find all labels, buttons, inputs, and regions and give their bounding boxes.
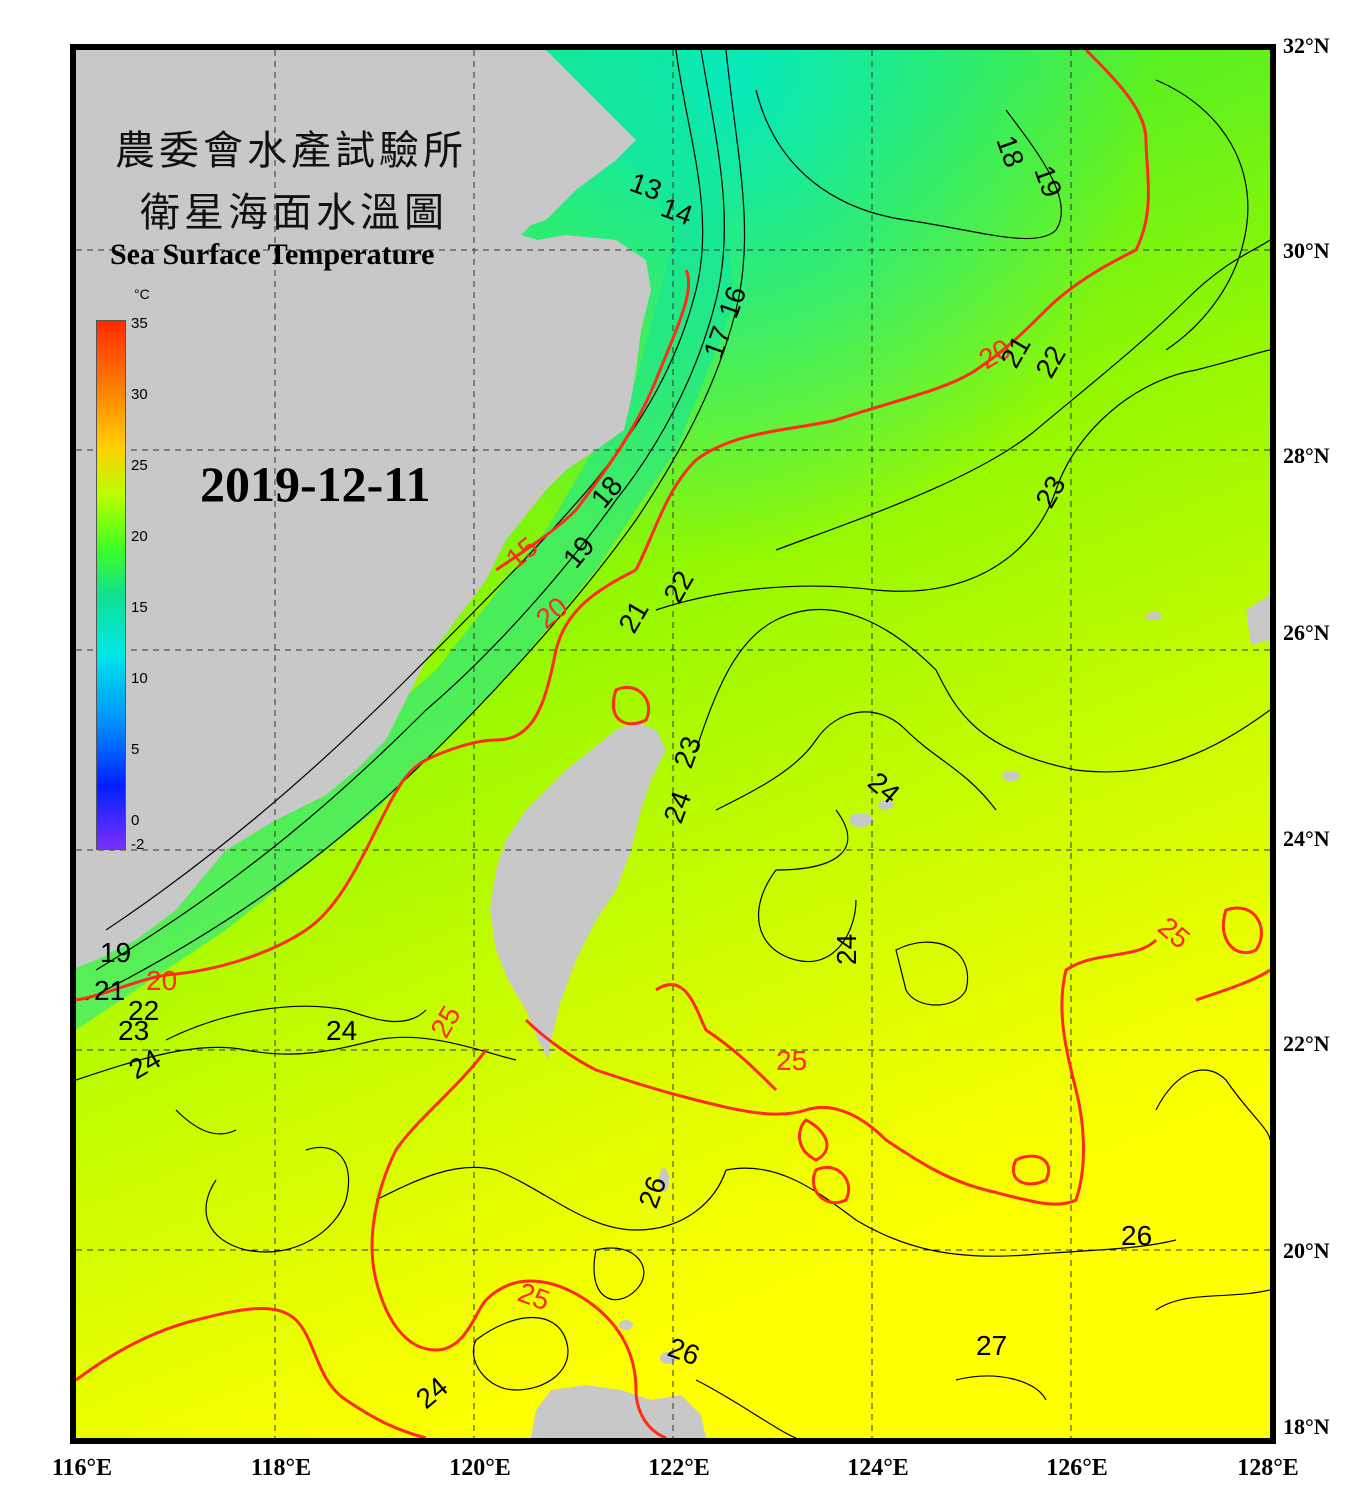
- colorbar-tick: 20: [131, 528, 148, 545]
- title-chinese-line2-overlay: 衛星海面水溫圖: [140, 190, 448, 236]
- map-date: 2019-12-11: [200, 456, 431, 512]
- land-luzon: [531, 1385, 706, 1438]
- lat-label: 26°N: [1283, 620, 1330, 645]
- isotherm-label-black: 27: [976, 1330, 1007, 1361]
- land-island-batanes: [659, 1168, 669, 1192]
- colorbar-tick: 5: [131, 741, 140, 758]
- land-ryukyu-east: [1246, 595, 1270, 645]
- colorbar-unit: °C: [134, 286, 150, 302]
- lat-label: 20°N: [1283, 1238, 1330, 1263]
- land-island-calayan: [619, 1320, 633, 1330]
- isotherm-label-black: 26: [1121, 1220, 1152, 1251]
- colorbar: [96, 320, 126, 850]
- land-china-mainland: [76, 50, 651, 968]
- isotherm-label-black: 24: [326, 1015, 357, 1046]
- title-chinese-line1-overlay: 農委會水產試驗所: [115, 128, 467, 174]
- sst-map-canvas: 20 15 20 20 25 25 25 25 13 14 18 19 21 2…: [76, 50, 1270, 1438]
- lon-label: 126°E: [1046, 1455, 1108, 1481]
- land-taiwan: [490, 722, 666, 1060]
- sst-map: 20 15 20 20 25 25 25 25 13 14 18 19 21 2…: [70, 44, 1276, 1444]
- colorbar-tick: 25: [131, 457, 148, 474]
- colorbar-tick: 35: [131, 315, 148, 332]
- isotherm-label-red: 25: [776, 1045, 807, 1076]
- lon-label: 128°E: [1237, 1455, 1299, 1481]
- land-island-iriomote: [878, 800, 894, 810]
- colorbar-tick: 10: [131, 670, 148, 687]
- isotherms-major: [76, 50, 1270, 1438]
- colorbar-tick: -2: [131, 836, 145, 853]
- lat-label: 18°N: [1283, 1414, 1330, 1439]
- colorbar-tick: 30: [131, 386, 148, 403]
- lon-label: 122°E: [648, 1455, 710, 1481]
- lat-label: 30°N: [1283, 238, 1330, 263]
- land-island-small: [1146, 612, 1162, 620]
- lat-label: 24°N: [1283, 826, 1330, 851]
- colorbar-tick: 15: [131, 599, 148, 616]
- lat-label: 22°N: [1283, 1031, 1330, 1056]
- land-island-yaeyama: [849, 813, 873, 827]
- isotherm-label-black: 19: [100, 937, 131, 968]
- land-island-miyako: [1002, 771, 1020, 781]
- isotherms-minor: [76, 50, 1270, 1438]
- colorbar-tick: 0: [131, 812, 140, 829]
- lon-label: 118°E: [250, 1455, 312, 1481]
- land-island-babuyan: [660, 1352, 676, 1364]
- lon-label: 124°E: [847, 1455, 909, 1481]
- lon-label: 116°E: [51, 1455, 113, 1481]
- title-english-overlay: Sea Surface Temperature: [110, 238, 435, 271]
- isotherm-label-black: 24: [831, 934, 862, 965]
- lat-label: 32°N: [1283, 33, 1330, 58]
- isotherm-label-black: 21: [94, 975, 125, 1006]
- isotherm-label-black: 23: [118, 1015, 149, 1046]
- lon-label: 120°E: [449, 1455, 511, 1481]
- lat-label: 28°N: [1283, 443, 1330, 468]
- isotherm-label-black: 22: [128, 995, 159, 1026]
- isotherm-label-red: 20: [146, 965, 177, 996]
